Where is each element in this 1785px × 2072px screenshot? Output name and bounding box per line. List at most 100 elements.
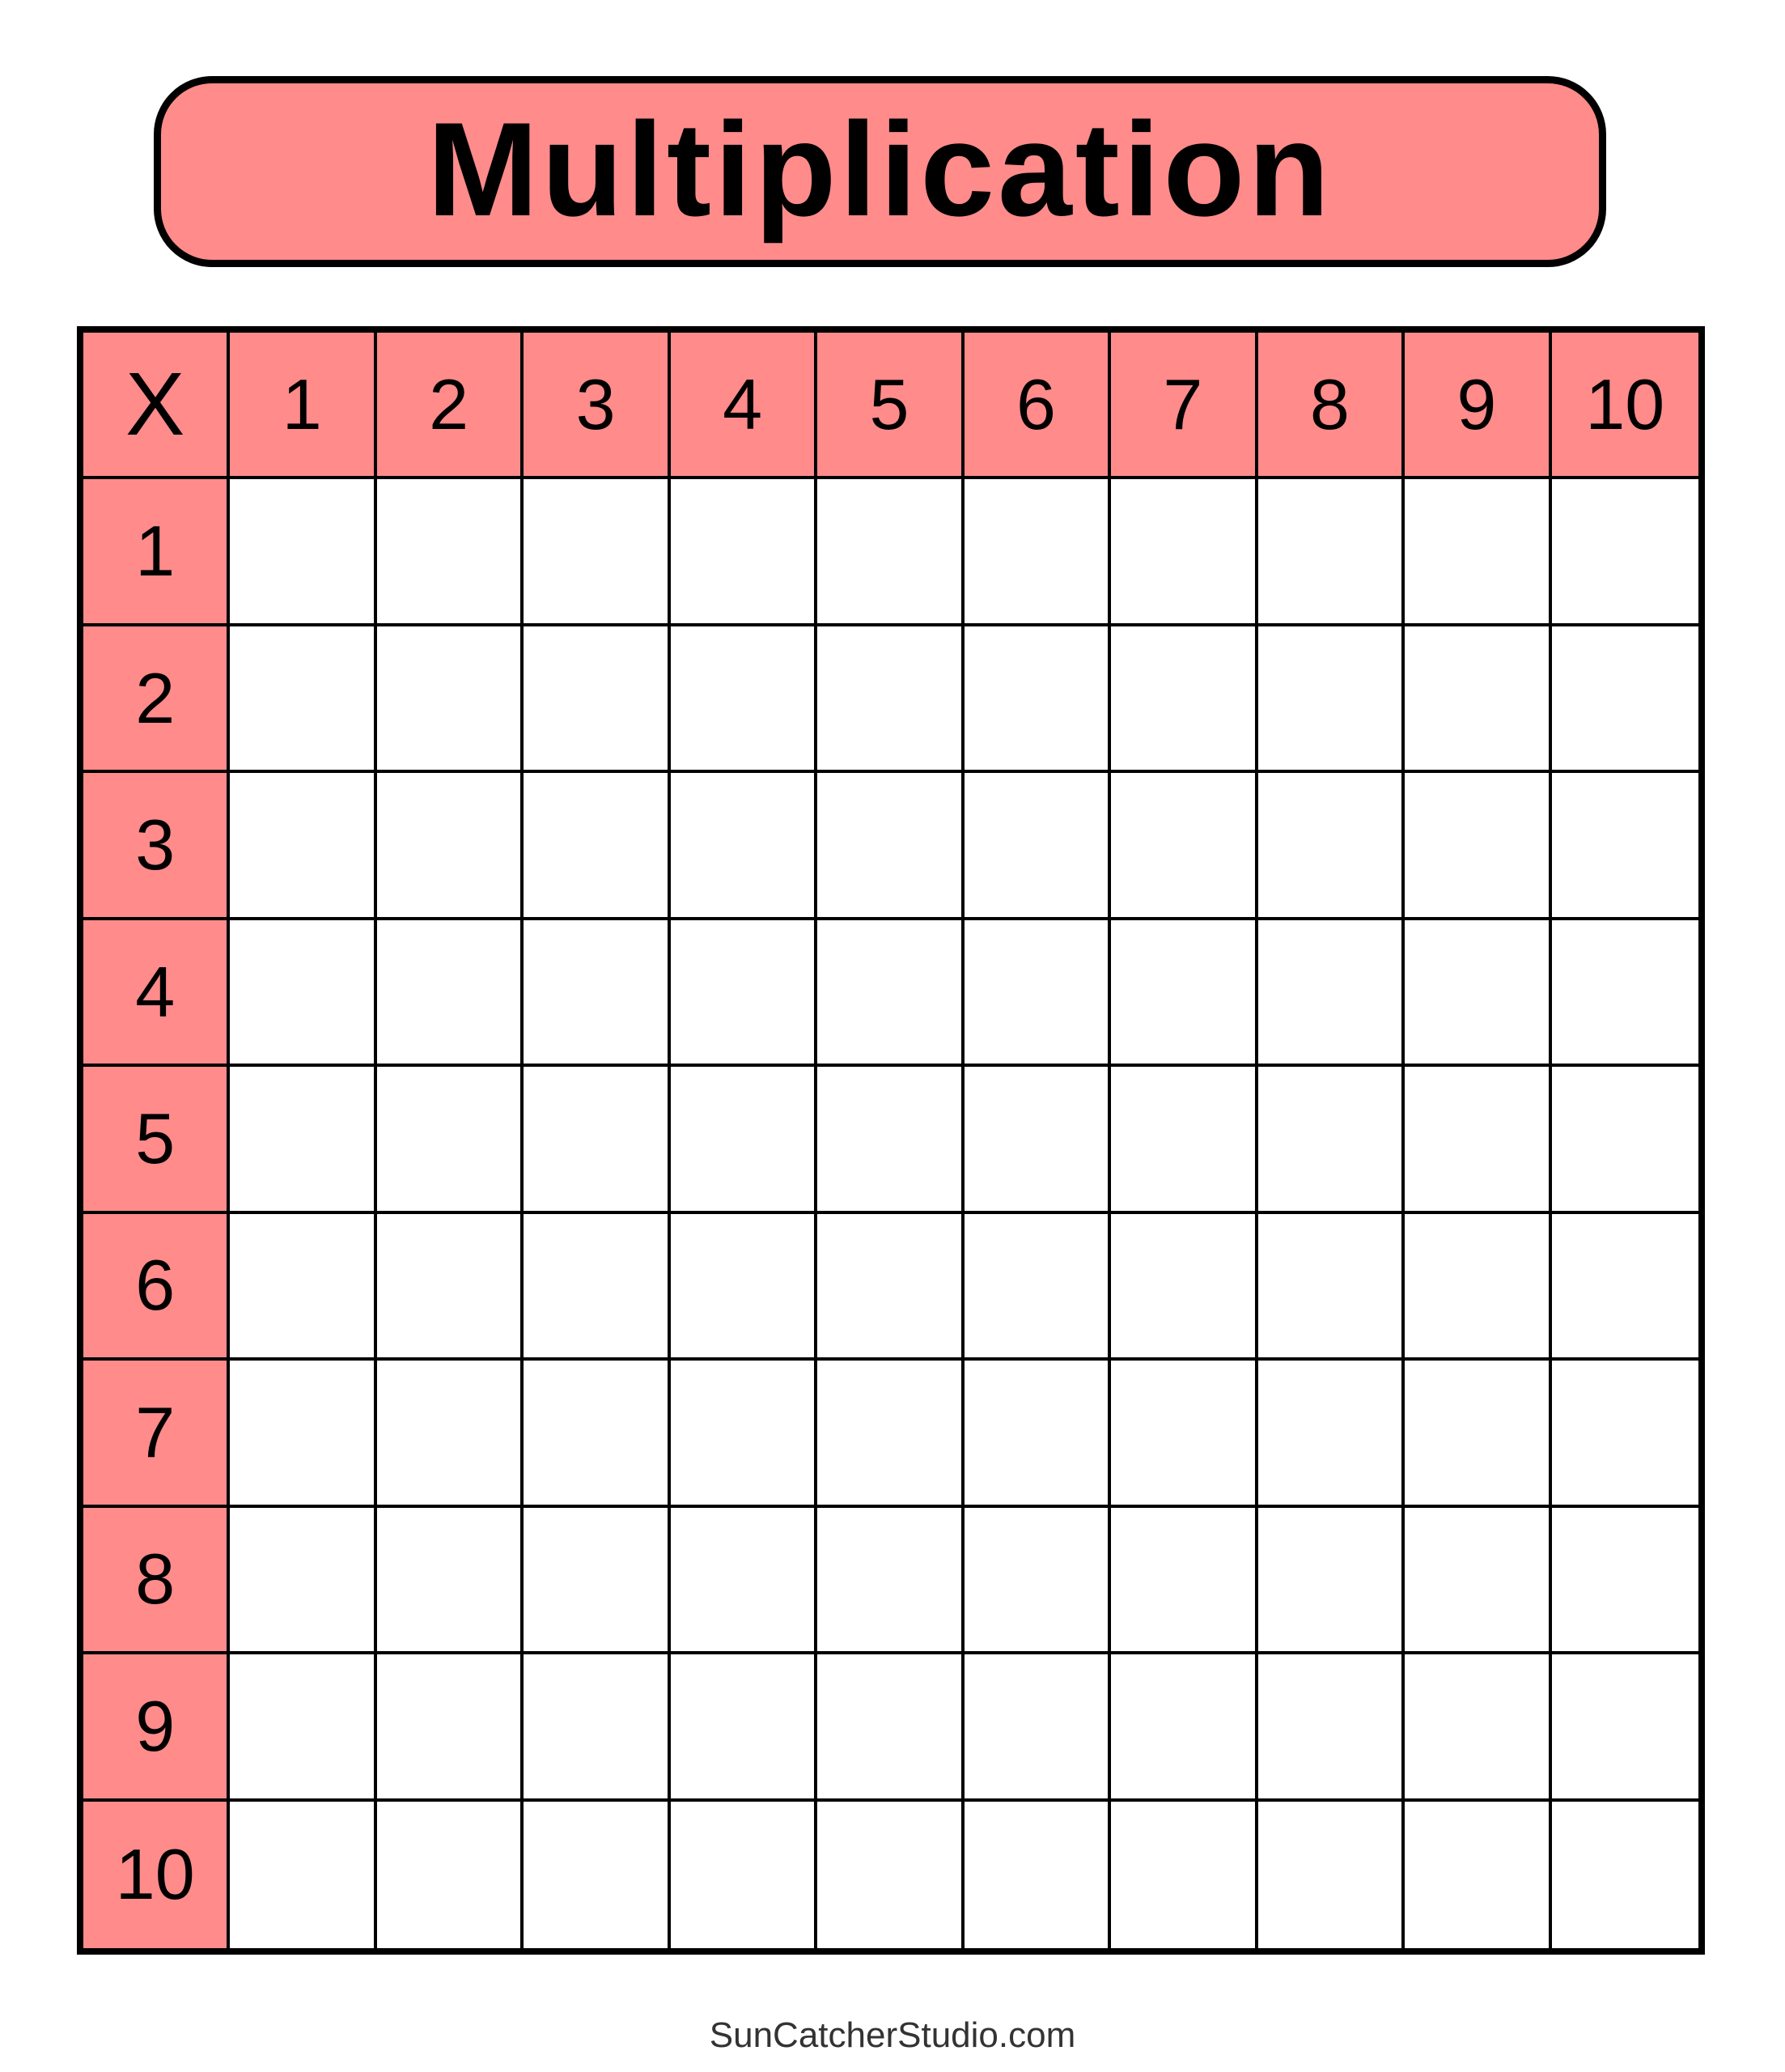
answer-cell[interactable] [524,1213,671,1361]
answer-cell[interactable] [1257,1067,1406,1214]
answer-cell[interactable] [964,1801,1112,1948]
answer-cell[interactable] [670,919,818,1068]
answer-cell[interactable] [1257,1801,1406,1948]
answer-cell[interactable] [817,1361,965,1508]
answer-cell[interactable] [1405,626,1552,774]
answer-cell[interactable] [670,1801,818,1948]
answer-cell[interactable] [524,626,671,774]
answer-cell[interactable] [964,919,1112,1068]
answer-cell[interactable] [376,626,524,774]
answer-cell[interactable] [1111,479,1258,626]
answer-cell[interactable] [1551,1654,1698,1802]
answer-cell[interactable] [524,1654,671,1802]
answer-cell[interactable] [230,1507,377,1655]
answer-cell[interactable] [1405,1654,1552,1802]
answer-cell[interactable] [670,1507,818,1655]
answer-cell[interactable] [1405,919,1552,1068]
answer-cell[interactable] [1257,1507,1406,1655]
answer-cell[interactable] [670,626,818,774]
answer-cell[interactable] [1111,1213,1258,1361]
answer-cell[interactable] [817,1067,965,1214]
answer-cell[interactable] [1405,479,1552,626]
answer-cell[interactable] [1111,1067,1258,1214]
answer-cell[interactable] [230,626,377,774]
answer-cell[interactable] [1111,1801,1258,1948]
answer-cell[interactable] [964,479,1112,626]
answer-cell[interactable] [1111,919,1258,1068]
answer-cell[interactable] [524,919,671,1068]
answer-cell[interactable] [670,1654,818,1802]
answer-cell[interactable] [817,1507,965,1655]
answer-cell[interactable] [230,479,377,626]
answer-cell[interactable] [1551,919,1698,1068]
answer-cell[interactable] [376,1507,524,1655]
answer-cell[interactable] [817,1654,965,1802]
answer-cell[interactable] [817,773,965,920]
answer-cell[interactable] [376,773,524,920]
answer-cell[interactable] [964,1507,1112,1655]
answer-cell[interactable] [670,773,818,920]
answer-cell[interactable] [670,1361,818,1508]
answer-cell[interactable] [964,1213,1112,1361]
answer-cell[interactable] [1257,919,1406,1068]
answer-cell[interactable] [1257,479,1406,626]
answer-cell[interactable] [1257,1361,1406,1508]
answer-cell[interactable] [230,1361,377,1508]
answer-cell[interactable] [817,1801,965,1948]
answer-cell[interactable] [1257,773,1406,920]
answer-cell[interactable] [1551,1801,1698,1948]
answer-cell[interactable] [964,1067,1112,1214]
answer-cell[interactable] [1111,1507,1258,1655]
answer-cell[interactable] [1551,1067,1698,1214]
answer-cell[interactable] [1405,1361,1552,1508]
answer-cell[interactable] [1405,1507,1552,1655]
answer-cell[interactable] [1551,479,1698,626]
answer-cell[interactable] [1551,773,1698,920]
answer-cell[interactable] [1551,1213,1698,1361]
answer-cell[interactable] [230,773,377,920]
answer-cell[interactable] [1257,1213,1406,1361]
answer-cell[interactable] [230,1654,377,1802]
answer-cell[interactable] [1111,626,1258,774]
answer-cell[interactable] [1257,626,1406,774]
answer-cell[interactable] [670,479,818,626]
answer-cell[interactable] [524,773,671,920]
answer-cell[interactable] [817,919,965,1068]
answer-cell[interactable] [1405,1067,1552,1214]
answer-cell[interactable] [1405,1213,1552,1361]
answer-cell[interactable] [1405,773,1552,920]
answer-cell[interactable] [230,919,377,1068]
answer-cell[interactable] [817,1213,965,1361]
answer-cell[interactable] [1551,1361,1698,1508]
answer-cell[interactable] [376,1654,524,1802]
answer-cell[interactable] [1111,1361,1258,1508]
answer-cell[interactable] [376,1067,524,1214]
answer-cell[interactable] [964,1361,1112,1508]
answer-cell[interactable] [376,1213,524,1361]
answer-cell[interactable] [376,1801,524,1948]
answer-cell[interactable] [524,1801,671,1948]
answer-cell[interactable] [670,1213,818,1361]
answer-cell[interactable] [817,626,965,774]
answer-cell[interactable] [376,479,524,626]
answer-cell[interactable] [1111,1654,1258,1802]
answer-cell[interactable] [1551,626,1698,774]
answer-cell[interactable] [230,1067,377,1214]
answer-cell[interactable] [964,1654,1112,1802]
answer-cell[interactable] [524,479,671,626]
answer-cell[interactable] [376,1361,524,1508]
answer-cell[interactable] [524,1067,671,1214]
answer-cell[interactable] [1551,1507,1698,1655]
answer-cell[interactable] [230,1213,377,1361]
answer-cell[interactable] [964,626,1112,774]
answer-cell[interactable] [817,479,965,626]
answer-cell[interactable] [1257,1654,1406,1802]
answer-cell[interactable] [964,773,1112,920]
answer-cell[interactable] [524,1361,671,1508]
answer-cell[interactable] [1111,773,1258,920]
answer-cell[interactable] [524,1507,671,1655]
answer-cell[interactable] [1405,1801,1552,1948]
answer-cell[interactable] [670,1067,818,1214]
answer-cell[interactable] [230,1801,377,1948]
answer-cell[interactable] [376,919,524,1068]
